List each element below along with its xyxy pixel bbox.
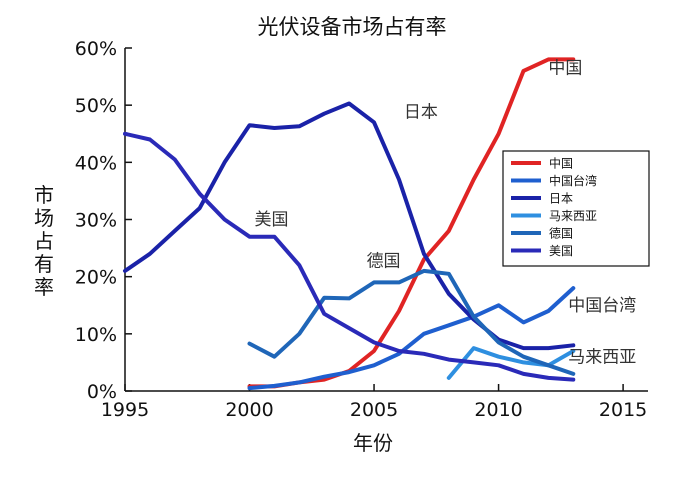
x-tick-label: 1995 xyxy=(101,399,149,421)
series-line-中国台湾 xyxy=(247,286,576,391)
y-axis-label-char: 有 xyxy=(34,252,54,276)
series-line-美国 xyxy=(123,131,576,382)
y-axis-label-char: 率 xyxy=(34,275,54,299)
y-tick-label: 50% xyxy=(75,95,117,117)
legend-entry: 日本 xyxy=(549,192,573,206)
annotation-label: 中国 xyxy=(548,59,582,79)
y-axis-label-char: 占 xyxy=(34,229,54,253)
axes: 0% 10% 20% 30% 40% 50% 60% 1995 2000 2005 2010 2015 xyxy=(75,38,648,421)
series-line-德国 xyxy=(247,268,576,376)
y-tick-label: 40% xyxy=(75,152,117,174)
y-axis-label-char: 市 xyxy=(34,183,54,207)
y-tick-label: 60% xyxy=(75,38,117,60)
y-tick-label: 30% xyxy=(75,210,117,232)
annotation-label: 马来西亚 xyxy=(568,347,636,367)
y-tick-label: 0% xyxy=(87,381,117,403)
y-tick-label: 10% xyxy=(75,324,117,346)
annotation-label: 美国 xyxy=(255,210,289,230)
x-tick-label: 2015 xyxy=(599,399,647,421)
legend-entry: 美国 xyxy=(549,244,573,258)
x-tick-label: 2000 xyxy=(225,399,273,421)
x-tick-label: 2005 xyxy=(350,399,398,421)
x-tick-label: 2010 xyxy=(474,399,522,421)
legend-entry: 德国 xyxy=(549,226,573,241)
chart-title: 光伏设备市场占有率 xyxy=(258,15,447,39)
x-axis-label: 年份 xyxy=(353,431,393,455)
series-line-马来西亚 xyxy=(446,346,576,380)
legend-box xyxy=(502,150,650,267)
y-axis-label-char: 场 xyxy=(34,206,54,230)
annotation-label: 德国 xyxy=(367,251,401,271)
y-tick-label: 20% xyxy=(75,267,117,289)
annotation-label: 日本 xyxy=(404,103,438,123)
legend-entry: 中国 xyxy=(549,156,573,171)
annotation-label: 中国台湾 xyxy=(568,296,636,316)
series-lines xyxy=(123,57,576,391)
y-axis-label: 市场占有率 xyxy=(34,183,54,299)
legend-entry: 马来西亚 xyxy=(549,209,597,223)
legend-entry: 中国台湾 xyxy=(549,173,597,188)
